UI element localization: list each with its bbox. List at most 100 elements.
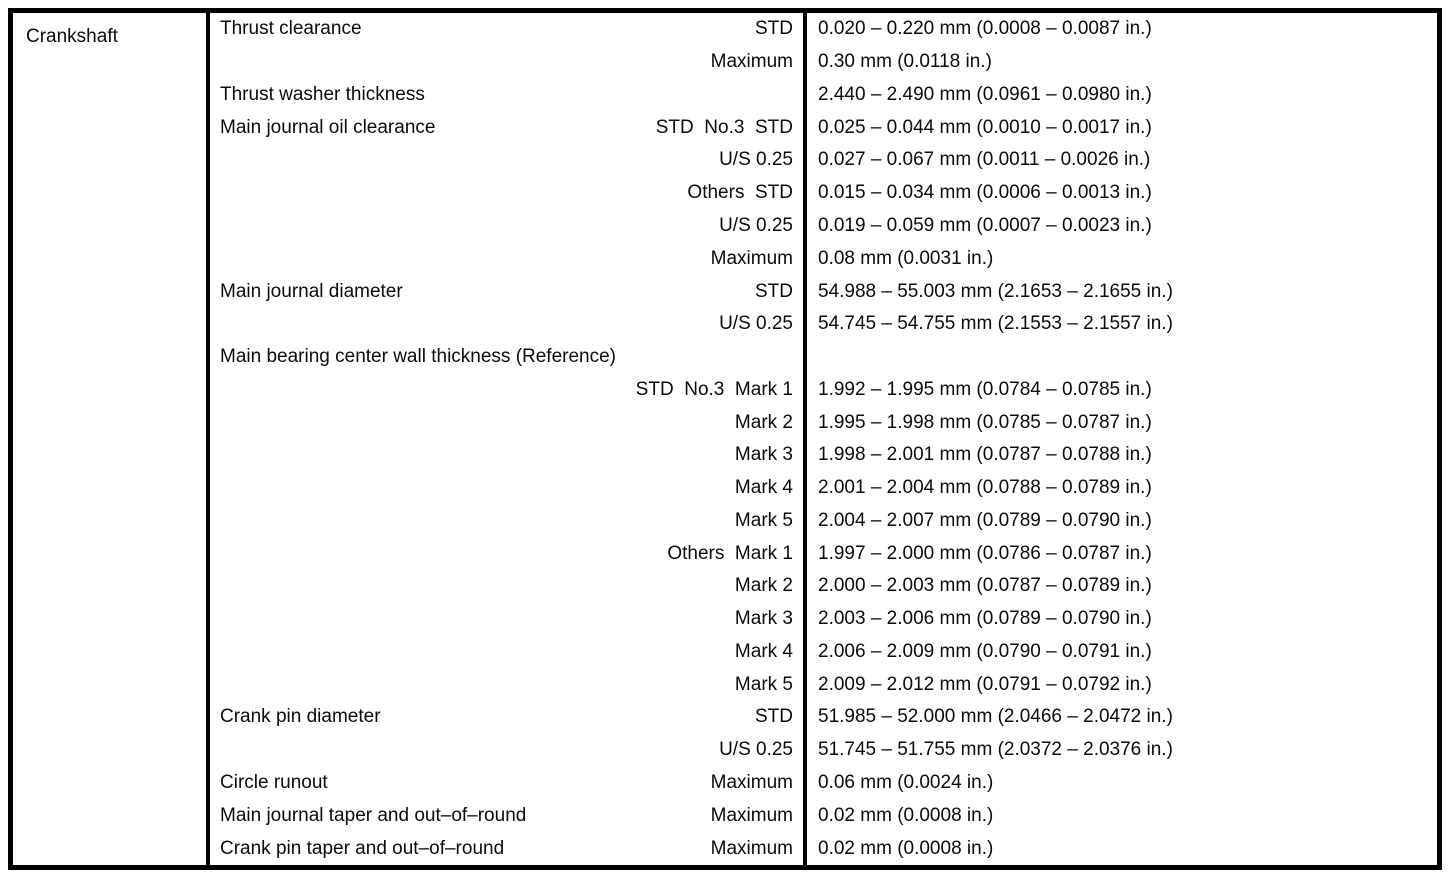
value-cell: 0.025 – 0.044 mm (0.0010 – 0.0017 in.) <box>803 111 1437 145</box>
spec-cell: Others STD <box>210 177 803 210</box>
spec-qualifier: Others Mark 1 <box>667 542 793 564</box>
spec-cell: U/S 0.25 <box>210 144 803 177</box>
crankshaft-spec-table: Crankshaft Thrust clearance STD 0.020 – … <box>8 8 1442 870</box>
value-cell: 51.985 – 52.000 mm (2.0466 – 2.0472 in.) <box>803 701 1437 734</box>
spec-cell: U/S 0.25 <box>210 210 803 243</box>
spec-cell: Circle runout Maximum <box>210 767 803 800</box>
spec-cell: Main journal oil clearance STD No.3 STD <box>210 111 803 144</box>
spec-cell: Thrust washer thickness <box>210 79 803 112</box>
value-cell: 0.30 mm (0.0118 in.) <box>803 45 1437 79</box>
spec-qualifier: Mark 4 <box>734 640 793 662</box>
spec-label: Thrust clearance <box>220 18 362 40</box>
value-cell <box>803 340 1437 374</box>
spec-qualifier: U/S 0.25 <box>719 739 793 761</box>
spec-row: Mark 3 1.998 – 2.001 mm (0.0787 – 0.0788… <box>210 438 1437 472</box>
spec-row: Maximum 0.08 mm (0.0031 in.) <box>210 242 1437 276</box>
value-cell: 1.995 – 1.998 mm (0.0785 – 0.0787 in.) <box>803 406 1437 439</box>
spec-qualifier: STD <box>755 18 793 40</box>
value-cell: 0.027 – 0.067 mm (0.0011 – 0.0026 in.) <box>803 144 1437 177</box>
value-cell: 1.997 – 2.000 mm (0.0786 – 0.0787 in.) <box>803 537 1437 571</box>
spec-row: Main journal taper and out–of–round Maxi… <box>210 799 1437 833</box>
spec-qualifier: Others STD <box>687 182 793 204</box>
spec-value: 0.027 – 0.067 mm (0.0011 – 0.0026 in.) <box>818 149 1151 171</box>
spec-cell: Maximum <box>210 242 803 275</box>
spec-row: Mark 5 2.009 – 2.012 mm (0.0791 – 0.0792… <box>210 668 1437 702</box>
spec-value: 1.995 – 1.998 mm (0.0785 – 0.0787 in.) <box>818 411 1152 433</box>
spec-cell: Thrust clearance STD <box>210 13 803 46</box>
spec-row: Main journal diameter STD 54.988 – 55.00… <box>210 275 1437 308</box>
value-cell: 0.02 mm (0.0008 in.) <box>803 799 1437 833</box>
spec-qualifier: STD No.3 STD <box>655 116 793 138</box>
spec-label: Thrust washer thickness <box>220 83 425 105</box>
spec-cell: Mark 5 <box>210 504 803 537</box>
spec-value: 0.08 mm (0.0031 in.) <box>818 247 994 269</box>
spec-qualifier: Maximum <box>710 51 793 73</box>
spec-cell: Crank pin taper and out–of–round Maximum <box>210 832 803 865</box>
value-cell: 0.02 mm (0.0008 in.) <box>803 832 1437 865</box>
spec-value: 0.30 mm (0.0118 in.) <box>818 51 992 73</box>
spec-row: U/S 0.25 54.745 – 54.755 mm (2.1553 – 2.… <box>210 307 1437 341</box>
spec-value: 51.985 – 52.000 mm (2.0466 – 2.0472 in.) <box>818 706 1173 728</box>
spec-value: 2.004 – 2.007 mm (0.0789 – 0.0790 in.) <box>818 509 1152 531</box>
spec-row: Crank pin diameter STD 51.985 – 52.000 m… <box>210 701 1437 734</box>
spec-qualifier: STD No.3 Mark 1 <box>635 378 793 400</box>
spec-value: 54.745 – 54.755 mm (2.1553 – 2.1557 in.) <box>818 313 1173 335</box>
value-cell: 0.08 mm (0.0031 in.) <box>803 242 1437 276</box>
spec-value: 2.003 – 2.006 mm (0.0789 – 0.0790 in.) <box>818 608 1152 630</box>
spec-qualifier: Mark 2 <box>734 411 793 433</box>
spec-label: Main journal oil clearance <box>220 116 436 138</box>
spec-label: Main journal diameter <box>220 280 403 302</box>
spec-value: 0.02 mm (0.0008 in.) <box>818 804 994 826</box>
spec-qualifier: Mark 4 <box>734 477 793 499</box>
spec-qualifier: Mark 2 <box>734 575 793 597</box>
spec-cell: Mark 5 <box>210 668 803 701</box>
spec-row: Mark 2 2.000 – 2.003 mm (0.0787 – 0.0789… <box>210 570 1437 603</box>
value-cell: 2.000 – 2.003 mm (0.0787 – 0.0789 in.) <box>803 570 1437 603</box>
spec-cell: U/S 0.25 <box>210 308 803 341</box>
spec-row: Mark 4 2.001 – 2.004 mm (0.0788 – 0.0789… <box>210 471 1437 505</box>
spec-label: Circle runout <box>220 771 328 793</box>
value-cell: 2.006 – 2.009 mm (0.0790 – 0.0791 in.) <box>803 635 1437 669</box>
spec-cell: STD No.3 Mark 1 <box>210 373 803 406</box>
value-cell: 1.998 – 2.001 mm (0.0787 – 0.0788 in.) <box>803 438 1437 472</box>
spec-qualifier: Mark 3 <box>734 444 793 466</box>
spec-row: Thrust washer thickness 2.440 – 2.490 mm… <box>210 78 1437 112</box>
spec-cell: Mark 3 <box>210 439 803 472</box>
value-cell: 0.06 mm (0.0024 in.) <box>803 766 1437 800</box>
spec-row: Main journal oil clearance STD No.3 STD … <box>210 111 1437 145</box>
spec-value: 1.992 – 1.995 mm (0.0784 – 0.0785 in.) <box>818 378 1152 400</box>
spec-value: 0.015 – 0.034 mm (0.0006 – 0.0013 in.) <box>818 182 1152 204</box>
spec-value: 2.001 – 2.004 mm (0.0788 – 0.0789 in.) <box>818 477 1152 499</box>
spec-label: Crank pin diameter <box>220 706 381 728</box>
value-cell: 51.745 – 51.755 mm (2.0372 – 2.0376 in.) <box>803 733 1437 767</box>
spec-cell: Main journal diameter STD <box>210 275 803 308</box>
spec-label: Main journal taper and out–of–round <box>220 804 527 826</box>
spec-qualifier: STD <box>755 280 793 302</box>
spec-row: Crank pin taper and out–of–round Maximum… <box>210 832 1437 865</box>
value-cell: 54.988 – 55.003 mm (2.1653 – 2.1655 in.) <box>803 275 1437 308</box>
spec-cell: Crank pin diameter STD <box>210 701 803 734</box>
value-cell: 2.009 – 2.012 mm (0.0791 – 0.0792 in.) <box>803 668 1437 702</box>
spec-cell: Main bearing center wall thickness (Refe… <box>210 341 803 374</box>
spec-row: Others STD 0.015 – 0.034 mm (0.0006 – 0.… <box>210 176 1437 210</box>
spec-row: Mark 4 2.006 – 2.009 mm (0.0790 – 0.0791… <box>210 635 1437 669</box>
spec-row: U/S 0.25 0.027 – 0.067 mm (0.0011 – 0.00… <box>210 144 1437 177</box>
spec-value: 0.020 – 0.220 mm (0.0008 – 0.0087 in.) <box>818 18 1152 40</box>
spec-label: Crank pin taper and out–of–round <box>220 837 505 859</box>
spec-value: 2.000 – 2.003 mm (0.0787 – 0.0789 in.) <box>818 575 1152 597</box>
value-cell: 1.992 – 1.995 mm (0.0784 – 0.0785 in.) <box>803 373 1437 407</box>
spec-row: U/S 0.25 51.745 – 51.755 mm (2.0372 – 2.… <box>210 733 1437 767</box>
value-cell: 0.019 – 0.059 mm (0.0007 – 0.0023 in.) <box>803 209 1437 243</box>
spec-value: 2.440 – 2.490 mm (0.0961 – 0.0980 in.) <box>818 83 1152 105</box>
spec-cell: Others Mark 1 <box>210 537 803 570</box>
spec-cell: Mark 2 <box>210 570 803 603</box>
spec-label: Main bearing center wall thickness (Refe… <box>220 346 617 368</box>
spec-row: Others Mark 1 1.997 – 2.000 mm (0.0786 –… <box>210 537 1437 571</box>
value-cell: 0.015 – 0.034 mm (0.0006 – 0.0013 in.) <box>803 176 1437 210</box>
spec-value: 0.025 – 0.044 mm (0.0010 – 0.0017 in.) <box>818 116 1152 138</box>
spec-value: 54.988 – 55.003 mm (2.1653 – 2.1655 in.) <box>818 280 1173 302</box>
spec-value: 0.019 – 0.059 mm (0.0007 – 0.0023 in.) <box>818 214 1152 236</box>
spec-row: Circle runout Maximum 0.06 mm (0.0024 in… <box>210 766 1437 800</box>
spec-qualifier: Mark 5 <box>734 509 793 531</box>
